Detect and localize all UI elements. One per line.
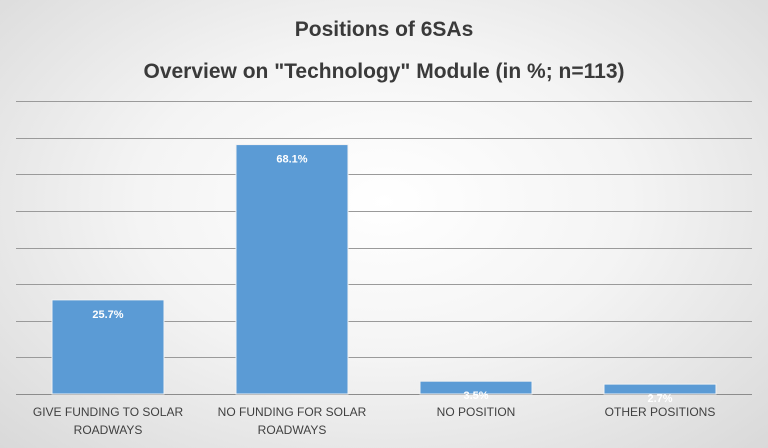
x-tick-label: OTHER POSITIONS [605,405,716,419]
bars [51,144,717,395]
data-label: 25.7% [92,309,123,321]
x-tick-label: NO FUNDING FOR SOLAR [218,405,367,419]
data-label: 68.1% [276,154,307,166]
x-tick-label: ROADWAYS [258,423,327,437]
x-tick-label: NO POSITION [437,405,516,419]
x-tick-label: ROADWAYS [74,423,143,437]
chart-subtitle: Overview on "Technology" Module (in %; n… [143,60,624,83]
bar [603,383,717,395]
bar [51,299,165,395]
x-tick-label: GIVE FUNDING TO SOLAR [33,405,184,419]
data-label: 2.7% [647,393,672,405]
chart-title: Positions of 6SAs [295,18,474,41]
category-labels: GIVE FUNDING TO SOLAR ROADWAYS NO FUNDING … [33,405,715,437]
bar [419,380,533,395]
bar [235,144,349,395]
data-labels: 25.7% 68.1% 3.5% 2.7% [92,154,672,406]
data-label: 3.5% [463,390,488,402]
